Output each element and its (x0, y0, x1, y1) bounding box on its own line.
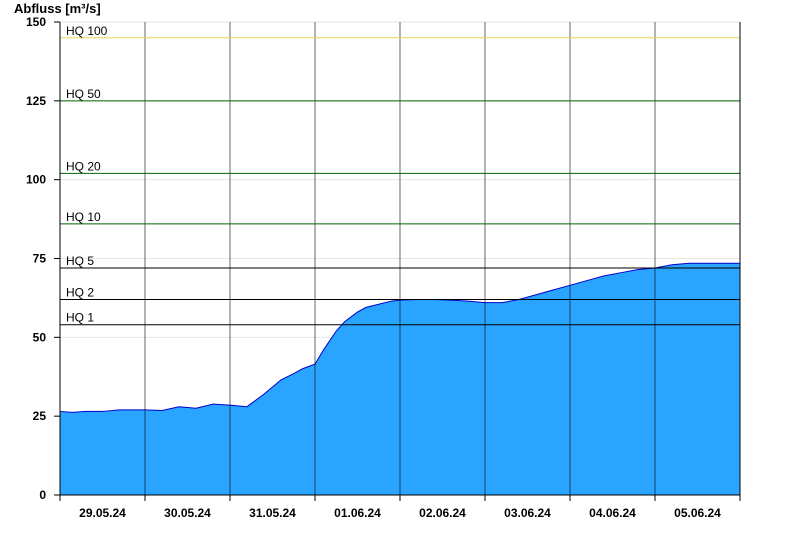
x-tick-label: 05.06.24 (674, 506, 721, 520)
x-tick-label: 29.05.24 (79, 506, 126, 520)
x-tick-label: 02.06.24 (419, 506, 466, 520)
y-axis-label: Abfluss [m³/s] (14, 1, 101, 16)
y-tick-label: 75 (33, 252, 47, 266)
y-tick-label: 100 (26, 173, 46, 187)
x-tick-label: 31.05.24 (249, 506, 296, 520)
y-tick-label: 0 (39, 488, 46, 502)
threshold-label: HQ 10 (66, 210, 101, 224)
y-tick-label: 25 (33, 409, 47, 423)
y-tick-label: 125 (26, 94, 46, 108)
x-tick-label: 03.06.24 (504, 506, 551, 520)
threshold-label: HQ 100 (66, 24, 108, 38)
threshold-label: HQ 20 (66, 159, 101, 173)
x-tick-label: 04.06.24 (589, 506, 636, 520)
discharge-line (59, 262, 740, 413)
threshold-label: HQ 50 (66, 87, 101, 101)
x-tick-label: 30.05.24 (164, 506, 211, 520)
axis-layer: 0 25 50 75 100 125 150 29.05.24 30.05.24 31.05.24… (26, 15, 741, 520)
x-tick-label: 01.06.24 (334, 506, 381, 520)
y-tick-label: 50 (33, 330, 47, 344)
threshold-label: HQ 2 (66, 285, 94, 299)
threshold-label: HQ 1 (66, 311, 94, 325)
y-tick-label: 150 (26, 15, 46, 29)
threshold-layer: HQ 1 HQ 2 HQ 5 HQ 10 HQ 20 HQ 50 HQ 100 (60, 24, 740, 326)
threshold-label: HQ 5 (66, 254, 94, 268)
